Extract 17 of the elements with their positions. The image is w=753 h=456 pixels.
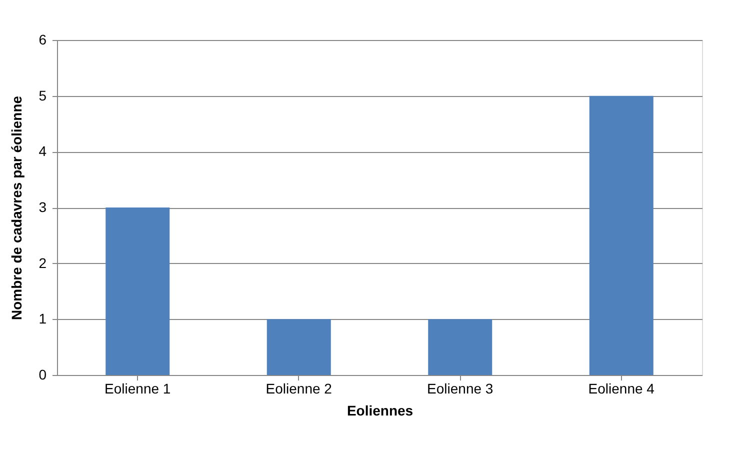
bar — [428, 319, 492, 375]
y-tick-label: 5 — [38, 87, 47, 104]
x-tick-label: Eolienne 3 — [427, 380, 494, 396]
y-tick-label: 1 — [38, 310, 47, 327]
y-tick-label: 4 — [38, 143, 47, 160]
y-tick-label: 2 — [38, 254, 47, 271]
x-axis-title: Eoliennes — [346, 402, 414, 418]
y-tick-label: 0 — [38, 366, 47, 382]
bar — [106, 208, 170, 375]
x-tick-label: Eolienne 4 — [588, 380, 655, 396]
bar — [589, 96, 654, 375]
x-tick-label: Eolienne 1 — [104, 380, 171, 396]
x-tick-label: Eolienne 2 — [266, 380, 332, 396]
bar — [266, 319, 331, 375]
y-tick-label: 3 — [38, 199, 47, 215]
y-axis-title: Nombre de cadavres par éolienne — [8, 96, 25, 320]
y-tick-label: 6 — [38, 32, 47, 48]
